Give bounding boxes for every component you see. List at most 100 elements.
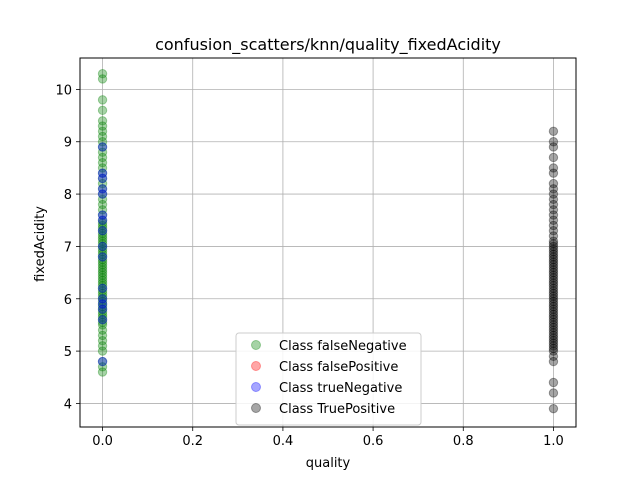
data-point [548,312,559,322]
data-point [97,262,108,273]
y-tick-label: 10 [55,83,72,98]
legend-marker [251,361,261,371]
data-point [548,152,559,163]
plot-frame [79,57,577,428]
data-point [97,270,108,280]
data-point [548,239,559,249]
data-point [97,299,108,309]
data-point [97,299,108,309]
y-tick-label: 8 [64,188,72,203]
data-point [548,270,559,280]
data-point [97,142,108,152]
data-point [548,288,559,299]
data-point [548,299,559,309]
legend: Class falseNegative Class falsePositive Cl… [235,332,422,426]
data-point [548,377,559,388]
data-point [97,69,108,79]
data-point [97,244,108,254]
data-point [97,210,108,220]
data-point [548,189,559,199]
data-point [97,116,108,126]
data-point [97,189,108,199]
data-point [97,294,108,304]
data-point [97,309,108,320]
data-point [97,223,108,233]
data-point [548,215,559,225]
data-point [548,210,559,220]
data-point [548,346,559,356]
data-point [97,273,108,283]
x-axis-label: quality [306,456,351,471]
data-point [548,291,559,301]
data-points [97,69,559,414]
data-point [548,246,559,257]
data-point [97,315,108,325]
axis-ticks: 0.0 0.2 0.4 0.6 0.8 1.0 4 5 6 7 8 9 10 [55,83,563,449]
legend-label: Class trueNegative [279,381,402,396]
data-point [548,262,559,273]
data-point [97,184,108,194]
data-point [548,220,559,231]
data-point [97,280,108,291]
grid-lines [80,58,576,427]
data-point [548,301,559,312]
data-point [97,249,108,259]
y-tick-label: 5 [64,345,72,360]
data-point [97,199,108,210]
data-point [548,163,559,173]
x-tick-label: 0.2 [182,434,203,449]
x-tick-label: 0.6 [363,434,384,449]
data-point [97,257,108,267]
data-point [97,346,108,356]
data-point [97,168,108,178]
data-point [97,189,108,199]
data-point [97,325,108,335]
data-point [548,283,559,293]
data-point [548,199,559,210]
data-point [548,252,559,262]
data-point [548,249,559,259]
data-point [548,137,559,147]
data-point [548,278,559,288]
data-point [548,315,559,325]
data-point [548,333,559,343]
data-point [548,338,559,348]
data-point [97,252,108,262]
data-point [548,267,559,278]
data-point [548,142,559,152]
data-point [548,351,559,362]
data-point [97,286,108,296]
legend-marker [251,403,261,413]
data-point [97,194,108,205]
y-tick-label: 7 [64,240,72,255]
data-point [97,301,108,312]
data-point [548,184,559,194]
data-point [97,356,108,367]
data-point [548,286,559,296]
data-point [548,296,559,307]
data-point [97,307,108,317]
data-point [97,210,108,220]
data-point [97,362,108,372]
data-point [97,312,108,322]
data-point [548,330,559,341]
data-point [548,304,559,314]
data-point [97,317,108,328]
data-point [97,304,108,314]
data-point [548,244,559,254]
data-point [97,291,108,301]
data-point [97,275,108,286]
data-point [97,121,108,131]
data-point [97,367,108,377]
data-point [548,322,559,333]
y-tick-label: 9 [64,136,72,151]
data-point [548,241,559,252]
data-point [97,356,108,367]
data-point [97,105,108,116]
data-point [97,163,108,173]
data-point [548,168,559,178]
legend-marker [251,340,261,350]
data-point [97,283,108,293]
data-point [97,233,108,244]
